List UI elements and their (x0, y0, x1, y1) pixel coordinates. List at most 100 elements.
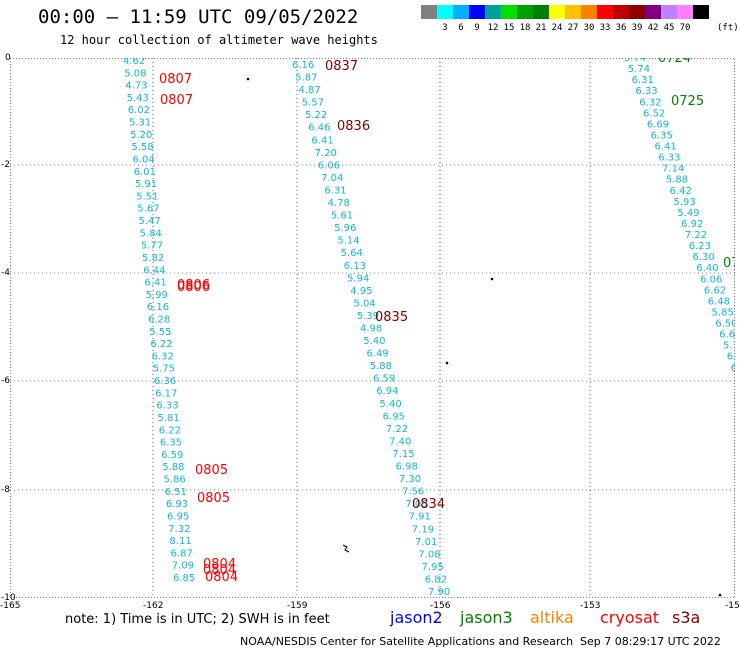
wave-height-label: 6.35 (651, 130, 673, 141)
wave-height-label: 6.50 (715, 319, 735, 330)
map-title: 00:00 – 11:59 UTC 09/05/2022 (38, 6, 359, 28)
wave-height-label: 5.47 (138, 216, 160, 227)
wave-height-label: 6.16 (147, 302, 169, 313)
wave-height-label: 6.59 (373, 374, 395, 385)
wave-height-label: 6.85 (173, 573, 195, 584)
track-time-label: 0804 (205, 570, 238, 585)
wave-height-label: 5.67 (137, 204, 159, 215)
track-time-label: 07 (723, 256, 735, 271)
wave-height-label: 6.28 (148, 315, 170, 326)
y-tick-label: -2 (1, 160, 10, 170)
wave-height-label: 5.08 (124, 68, 146, 79)
wave-height-label: 6.01 (134, 167, 156, 178)
colorbar-swatch (613, 5, 629, 19)
wave-height-label: 7.91 (409, 512, 431, 523)
footer-note: note: 1) Time is in UTC; 2) SWH is in fe… (65, 612, 330, 627)
wave-height-label: 4.87 (298, 85, 320, 96)
wave-height-label: 5.78 (723, 341, 735, 352)
wave-height-label: 7.05 (405, 499, 427, 510)
colorbar-label: 70 (679, 23, 691, 33)
wave-height-label: 5.55 (149, 327, 171, 338)
wave-height-label: 7.40 (389, 436, 411, 447)
colorbar-swatch (517, 5, 533, 19)
colorbar-swatch (485, 5, 501, 19)
wave-height-label: 5.39 (357, 311, 379, 322)
wave-height-label: 7.15 (392, 449, 414, 460)
wave-height-label: 6.49 (366, 349, 388, 360)
wave-height-label: 6.6 (734, 374, 735, 385)
colorbar-label: 12 (487, 23, 499, 33)
wave-height-label: 8.11 (169, 536, 191, 547)
wave-height-label: 6.22 (159, 425, 181, 436)
x-tick-label: -162 (143, 601, 164, 611)
wave-height-label: 6.31 (632, 75, 654, 86)
wave-height-label: 6.42 (670, 186, 692, 197)
track-time-label: 0805 (197, 491, 230, 506)
wave-height-label: 6.23 (689, 241, 711, 252)
wave-height-label: 5.88 (666, 175, 688, 186)
wave-height-label: 5.82 (142, 253, 164, 264)
wave-height-label: 5.88 (162, 462, 184, 473)
legend-item-jason3: jason3 (460, 608, 513, 627)
wave-height-label: 4.78 (328, 198, 350, 209)
wave-height-label: 7.20 (315, 148, 337, 159)
wave-height-label: 5.31 (129, 118, 151, 129)
x-tick-label: -156 (430, 601, 451, 611)
colorbar-label: 21 (535, 23, 547, 33)
wave-height-label: 6.93 (166, 499, 188, 510)
track-time-label: 0837 (325, 59, 358, 74)
colorbar-swatch (693, 5, 709, 19)
wave-height-label: 6.41 (654, 142, 676, 153)
wave-height-label: 6.06 (318, 160, 340, 171)
track-time-label: 0834 (412, 497, 445, 512)
colorbar-label: 3 (442, 23, 448, 33)
wave-height-label: 6.04 (133, 154, 155, 165)
wave-height-label: 5.04 (354, 298, 376, 309)
wave-height-label: 7.01 (415, 537, 437, 548)
wave-height-label: 6.33 (635, 86, 657, 97)
wave-height-label: 5.88 (370, 361, 392, 372)
y-tick-label: -8 (1, 485, 10, 495)
wave-height-label: 7.30 (399, 474, 421, 485)
wave-height-label: 6.59 (161, 450, 183, 461)
wave-height-label: 5.20 (130, 130, 152, 141)
wave-height-label: 5.93 (673, 197, 695, 208)
track-time-label: 0806 (177, 278, 210, 293)
wave-height-label: 7.95 (422, 562, 444, 573)
colorbar-swatch (437, 5, 453, 19)
map-plot-area: 4.625.08 4.735.436.02 5.315.205.586.04 6.01… (10, 58, 735, 598)
track-time-label: 0804 (203, 563, 236, 578)
wave-height-label: 6.02 (128, 105, 150, 116)
wave-height-label: 6.48 (727, 352, 735, 363)
x-tick-label: -165 (0, 601, 21, 611)
wave-height-label: 5.74 (624, 58, 646, 64)
wave-height-label: 5.75 (153, 364, 175, 375)
legend-item-s3a: s3a (672, 608, 701, 627)
legend-item-jason2: jason2 (390, 608, 443, 627)
colorbar-swatch (677, 5, 693, 19)
colorbar-label: 30 (583, 23, 595, 33)
wave-height-label: 6.33 (156, 401, 178, 412)
track-time-label: 0804 (203, 557, 236, 572)
wave-height-label: 6.52 (643, 108, 665, 119)
wave-height-label: 7.09 (172, 561, 194, 572)
wave-height-label: 6.94 (376, 386, 398, 397)
wave-height-label: 5.40 (363, 336, 385, 347)
wave-height-label: 6.82 (425, 574, 447, 585)
wave-height-label: 6.17 (155, 388, 177, 399)
colorbar-label: 15 (503, 23, 515, 33)
wave-height-label: 7.04 (321, 173, 343, 184)
wave-height-label: 6.30 (693, 252, 715, 263)
wave-height-label: 7.08 (418, 549, 440, 560)
wave-height-label: 5.51 (136, 191, 158, 202)
wave-height-label: 6.48 (708, 296, 730, 307)
wave-height-label: 4.73 (125, 81, 147, 92)
wave-height-label: 5.40 (379, 399, 401, 410)
wave-height-label: 5.57 (302, 98, 324, 109)
wave-height-label: 6.31 (324, 185, 346, 196)
y-tick-label: -6 (1, 376, 10, 386)
track-time-label: 0835 (375, 310, 408, 325)
legend-item-altika: altika (530, 608, 574, 627)
y-tick-label: -10 (1, 593, 16, 603)
wave-height-label: 5.58 (131, 142, 153, 153)
